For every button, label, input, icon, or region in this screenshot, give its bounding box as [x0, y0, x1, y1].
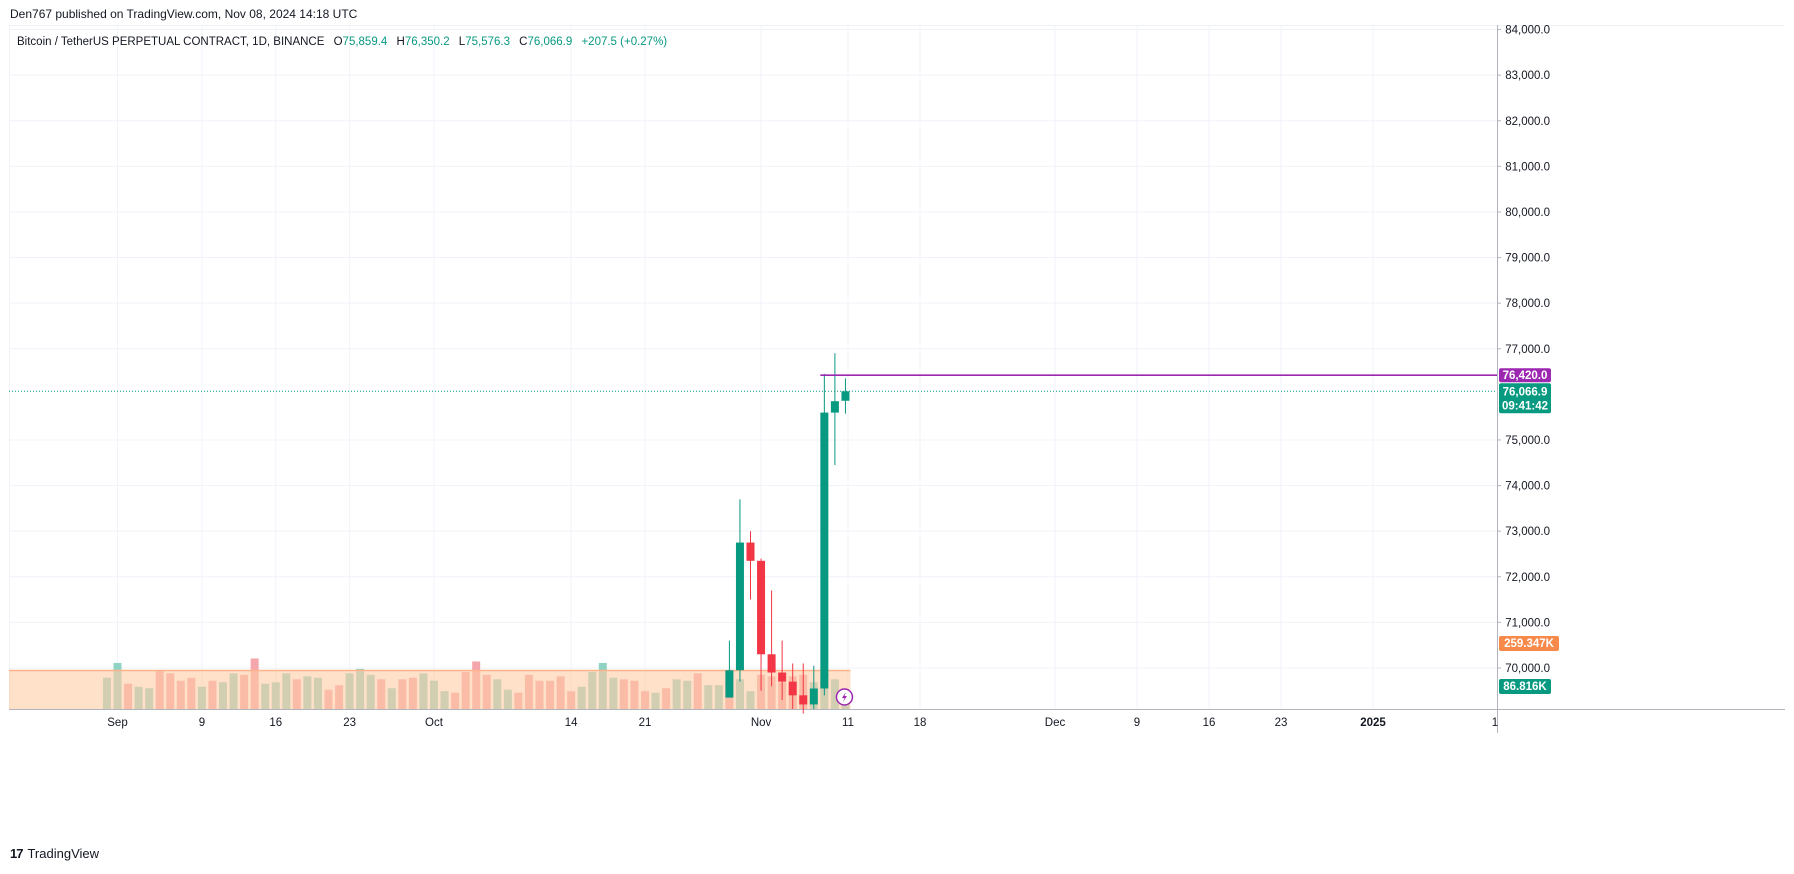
price-tick-label: 79,000.0	[1505, 253, 1550, 265]
candle-body	[799, 695, 808, 705]
legend-close: 76,066.9	[527, 36, 573, 48]
brand-name: TradingView	[27, 846, 100, 861]
candle-body	[725, 670, 734, 698]
candle-body	[788, 681, 797, 696]
price-tick-label: 74,000.0	[1505, 481, 1550, 493]
volume-ma-label: 259.347K	[1504, 638, 1555, 650]
candle-body	[757, 560, 766, 655]
price-tick-label: 80,000.0	[1505, 207, 1550, 219]
legend-high-label: H	[396, 36, 405, 48]
candle-body	[746, 542, 755, 561]
price-tick-label: 77,000.0	[1505, 344, 1550, 356]
time-tick-label: 23	[343, 717, 356, 729]
last-price-label: 76,066.9	[1503, 386, 1548, 398]
candle-body	[809, 688, 818, 705]
price-tick-label: 78,000.0	[1505, 298, 1550, 310]
time-tick-label: 11	[842, 717, 854, 729]
legend-high: 76,350.2	[404, 36, 450, 48]
price-tick-label: 71,000.0	[1505, 617, 1550, 629]
time-tick-label: 16	[1203, 717, 1216, 729]
time-tick-label: 2025	[1360, 717, 1386, 729]
price-tick-label: 73,000.0	[1505, 526, 1550, 538]
time-tick-label: 1	[1492, 717, 1498, 729]
candle-body	[778, 672, 787, 682]
countdown-label: 09:41:42	[1502, 400, 1548, 412]
chart-area[interactable]: 76,420.0 76,066.9 09:41:42 259.347K 86.816K …	[9, 25, 1785, 839]
legend-change: +207.5 (+0.27%)	[581, 36, 668, 48]
time-tick-label: Oct	[425, 717, 444, 729]
footer-branding[interactable]: 17 TradingView	[10, 846, 99, 861]
legend-open-label: O	[333, 36, 343, 48]
time-tick-label: Dec	[1045, 717, 1066, 729]
legend-symbol: Bitcoin / TetherUS PERPETUAL CONTRACT, 1…	[17, 36, 325, 48]
lightning-icon[interactable]	[835, 688, 854, 706]
price-chart[interactable]: 76,420.076,066.909:41:42259.347K86.816K …	[9, 25, 1785, 839]
volume-ma-area	[9, 670, 851, 709]
legend-open: 75,859.4	[342, 36, 388, 48]
time-tick-label: Nov	[751, 717, 772, 729]
tradingview-logo-icon: 17	[10, 846, 24, 861]
time-tick-label: 9	[199, 717, 205, 729]
time-tick-label: 18	[914, 717, 927, 729]
volume-current-tag	[1499, 679, 1551, 694]
published-info: Den767 published on TradingView.com, Nov…	[10, 7, 358, 21]
legend-low: 75,576.3	[465, 36, 510, 48]
last-price-tag	[1499, 383, 1551, 414]
candlesticks	[725, 353, 850, 714]
symbol-legend: Bitcoin / TetherUS PERPETUAL CONTRACT, 1…	[17, 36, 667, 48]
price-lines: 76,420.0 76,066.9 09:41:42 259.347K 86.816K	[9, 368, 1559, 694]
price-tick-label: 75,000.0	[1505, 435, 1550, 447]
price-tick-label: 83,000.0	[1505, 70, 1550, 82]
time-tick-label: 14	[565, 717, 578, 729]
candle-body	[767, 654, 776, 673]
time-tick-label: 21	[639, 717, 652, 729]
volume-bars	[9, 658, 851, 709]
level-price-tag	[1499, 368, 1551, 383]
price-tick-label: 84,000.0	[1505, 25, 1550, 37]
lightning-bolt	[841, 692, 847, 702]
volume-ma-tag	[1499, 636, 1559, 651]
time-tick-label: Sep	[107, 717, 127, 729]
markers[interactable]	[835, 688, 854, 706]
legend-close-label: C	[519, 36, 528, 48]
price-tick-label: 72,000.0	[1505, 572, 1550, 584]
price-tick-label: 81,000.0	[1505, 161, 1550, 173]
level-price-label: 76,420.0	[1503, 370, 1548, 382]
axes: 84,000.0 83,000.0 82,000.0 81,000.0 80,000.0…	[107, 25, 1550, 729]
price-tick-label: 70,000.0	[1505, 663, 1550, 675]
legend-low-label: L	[458, 36, 466, 48]
candle-body	[735, 542, 744, 671]
candle-body	[820, 412, 829, 689]
time-tick-label: 23	[1275, 717, 1288, 729]
time-tick-label: 16	[269, 717, 282, 729]
grid	[9, 25, 1785, 733]
candle-body	[841, 391, 850, 401]
volume-current-label: 86.816K	[1503, 681, 1547, 693]
candle-body	[830, 401, 839, 413]
price-tick-label: 82,000.0	[1505, 116, 1550, 128]
time-tick-label: 9	[1134, 717, 1140, 729]
